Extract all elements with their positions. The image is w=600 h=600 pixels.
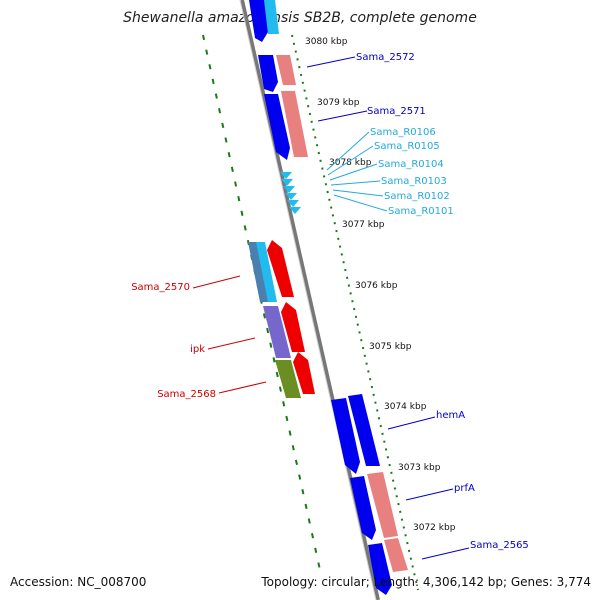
genome-backbone-highlight — [239, 0, 377, 600]
label-hemA[interactable]: hemA — [436, 410, 465, 421]
label-prfA[interactable]: prfA — [454, 483, 475, 494]
accession-text: Accession: NC_008700 — [10, 575, 147, 589]
tick-3079: 3079 kbp — [317, 98, 360, 108]
gene-hemA[interactable] — [331, 394, 380, 474]
leader-Sama_R0101 — [333, 194, 388, 212]
label-Sama_R0103[interactable]: Sama_R0103 — [381, 176, 447, 187]
label-ipk[interactable]: ipk — [190, 344, 205, 355]
tick-3072: 3072 kbp — [413, 523, 456, 533]
topology-text: Topology: circular; Length: 4,306,142 bp… — [261, 575, 591, 589]
label-Sama_R0105[interactable]: Sama_R0105 — [374, 141, 440, 152]
feature-top-partial[interactable] — [249, 0, 279, 42]
tick-3075: 3075 kbp — [369, 342, 412, 352]
gene-Sama_2565[interactable] — [368, 538, 408, 595]
label-Sama_R0106[interactable]: Sama_R0106 — [370, 127, 436, 138]
tick-3077: 3077 kbp — [342, 220, 385, 230]
gene-prfA[interactable] — [350, 472, 398, 540]
gene-Sama_2570[interactable] — [248, 240, 294, 302]
map-title: Shewanella amazonensis SB2B, complete ge… — [123, 10, 477, 26]
tick-3076: 3076 kbp — [355, 281, 398, 291]
leader-hemA — [387, 416, 436, 430]
tick-3080: 3080 kbp — [305, 37, 348, 47]
leader-Sama_2565 — [421, 547, 470, 560]
gene-Sama_2571[interactable] — [264, 91, 308, 160]
tick-3078: 3078 kbp — [329, 158, 372, 168]
trna-cluster[interactable] — [280, 172, 301, 214]
label-Sama_2570[interactable]: Sama_2570 — [131, 282, 190, 293]
leader-Sama_R0104 — [329, 163, 378, 181]
leader-lines — [192, 56, 470, 560]
label-Sama_2572[interactable]: Sama_2572 — [356, 52, 415, 63]
tick-3073: 3073 kbp — [398, 463, 441, 473]
leader-ipk — [207, 337, 256, 350]
leader-Sama_2570 — [192, 275, 241, 289]
label-Sama_R0104[interactable]: Sama_R0104 — [378, 159, 444, 170]
label-Sama_2565[interactable]: Sama_2565 — [470, 540, 529, 551]
gene-Sama_2568[interactable] — [275, 352, 315, 398]
leader-prfA — [405, 488, 454, 501]
label-Sama_2568[interactable]: Sama_2568 — [157, 389, 216, 400]
label-Sama_R0102[interactable]: Sama_R0102 — [384, 191, 450, 202]
leader-Sama_R0102 — [332, 189, 384, 197]
label-Sama_2571[interactable]: Sama_2571 — [367, 106, 426, 117]
label-Sama_R0101[interactable]: Sama_R0101 — [388, 206, 454, 217]
leader-Sama_2572 — [306, 56, 356, 68]
left-dashed-track — [202, 34, 321, 571]
gene-Sama_2572[interactable] — [258, 55, 296, 92]
gene-ipk[interactable] — [263, 302, 305, 358]
tick-3074: 3074 kbp — [384, 402, 427, 412]
tick-labels: 3080 kbp 3079 kbp 3078 kbp 3077 kbp 3076… — [305, 37, 456, 533]
leader-Sama_R0105 — [327, 145, 374, 176]
leader-Sama_2571 — [317, 110, 368, 122]
leader-Sama_2568 — [218, 381, 267, 394]
leader-Sama_R0106 — [326, 131, 370, 171]
leader-Sama_R0103 — [330, 180, 381, 186]
